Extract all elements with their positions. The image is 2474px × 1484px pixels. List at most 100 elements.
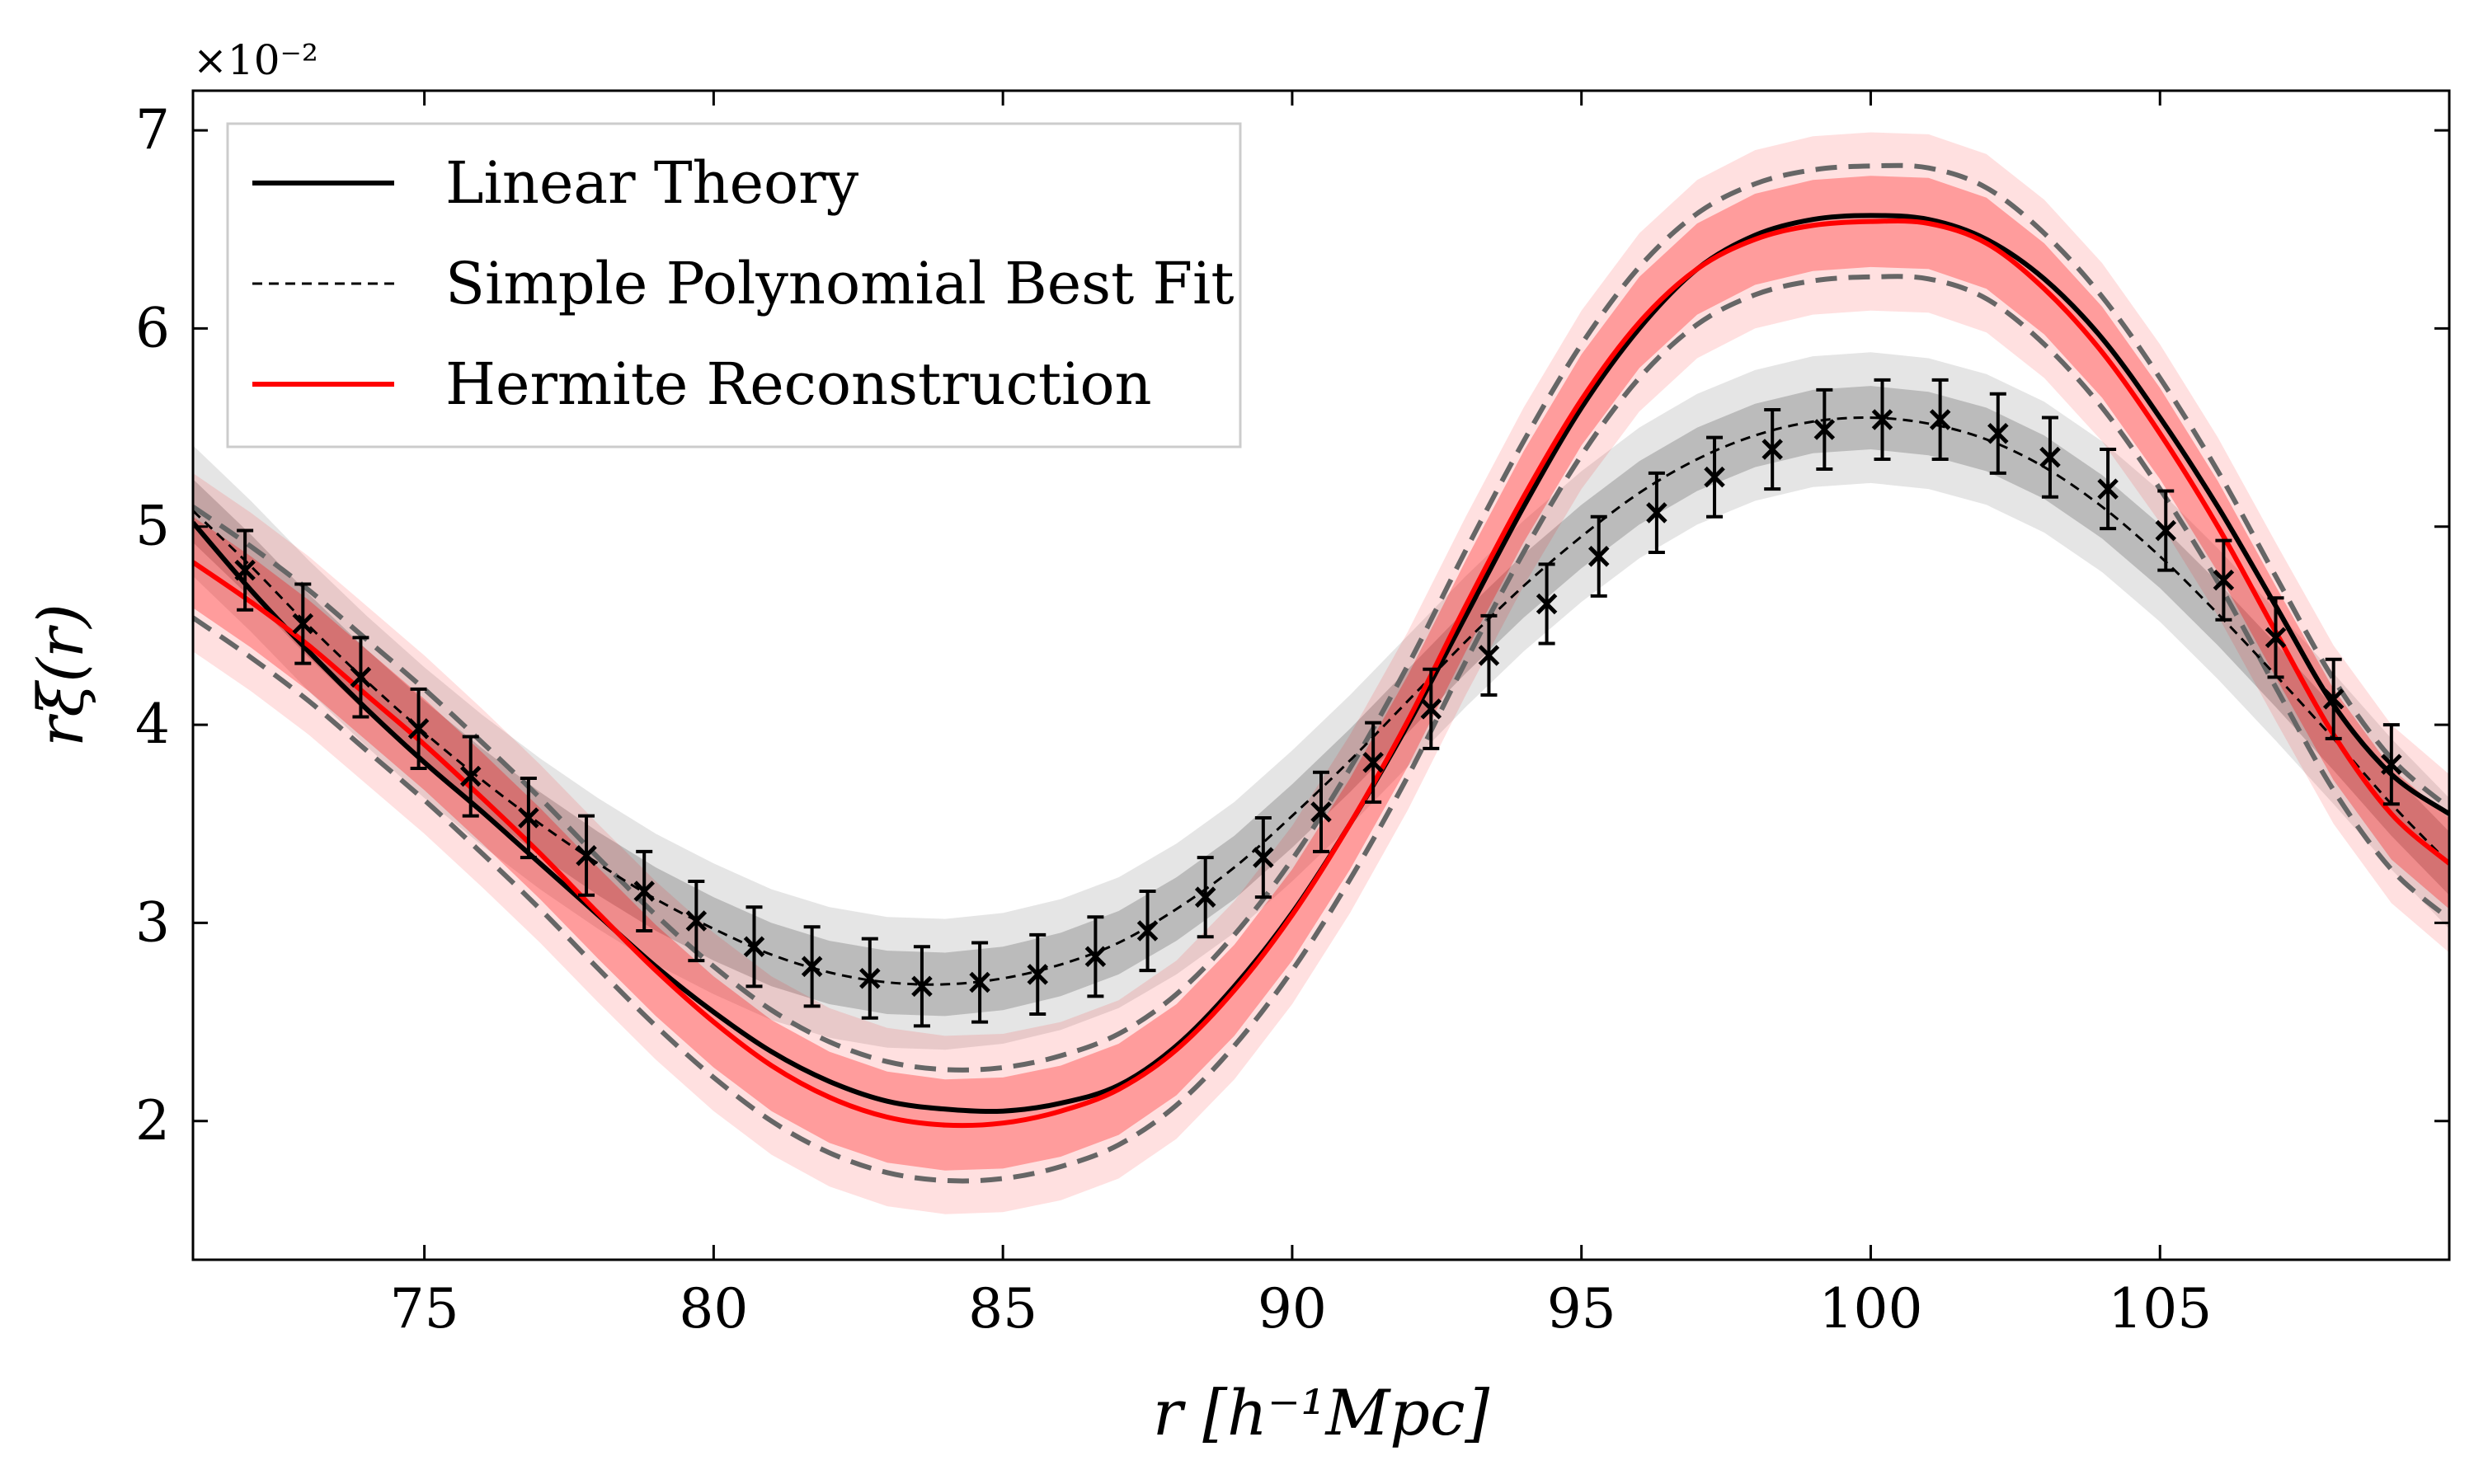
data-point — [407, 687, 430, 770]
data-point — [2039, 416, 2061, 499]
data-point — [1871, 378, 1893, 462]
point-marker — [1646, 502, 1667, 524]
point-marker — [576, 844, 597, 866]
data-point — [969, 941, 990, 1024]
point-marker — [859, 967, 881, 989]
data-point — [633, 849, 655, 933]
point-marker — [2039, 446, 2061, 468]
legend: Linear Theory Simple Polynomial Best Fit… — [226, 122, 1242, 448]
data-point — [234, 528, 256, 612]
data-point — [1420, 667, 1442, 750]
point-marker — [1027, 964, 1049, 985]
point-marker — [2381, 754, 2402, 775]
point-marker — [911, 975, 933, 998]
data-point — [1478, 613, 1500, 697]
point-marker — [292, 613, 314, 635]
point-marker — [801, 956, 823, 978]
y-axis-offset-label: ×10⁻² — [193, 36, 318, 84]
point-marker — [1761, 439, 1783, 460]
point-marker — [459, 765, 482, 787]
data-point — [1929, 378, 1951, 462]
legend-box — [226, 122, 1242, 448]
x-tick-label: 90 — [1258, 1277, 1327, 1341]
y-tick-label: 3 — [135, 890, 170, 954]
data-point — [350, 636, 372, 719]
data-point — [1646, 471, 1667, 554]
data-point — [2155, 489, 2177, 572]
x-axis-title: r [h⁻¹Mpc] — [1153, 1376, 1490, 1449]
data-point — [1813, 387, 1836, 472]
point-marker — [1536, 593, 1558, 615]
point-marker — [1362, 751, 1384, 773]
point-marker — [1084, 946, 1107, 968]
point-marker — [743, 936, 765, 958]
x-tick-label: 75 — [390, 1277, 459, 1341]
point-marker — [969, 971, 990, 993]
data-point — [1027, 932, 1049, 1016]
point-marker — [2322, 688, 2345, 710]
point-marker — [1310, 801, 1332, 823]
y-tick-label: 6 — [135, 296, 170, 359]
data-point — [1194, 856, 1216, 939]
data-point — [1253, 816, 1274, 899]
y-tick-label: 4 — [135, 693, 170, 756]
point-marker — [1253, 847, 1274, 868]
data-point — [1587, 514, 1610, 598]
point-marker — [2213, 569, 2235, 591]
x-tick-label: 80 — [679, 1277, 748, 1341]
point-marker — [1478, 645, 1500, 666]
hermite-band-edge-lower — [193, 274, 2449, 1184]
data-point — [576, 814, 597, 897]
axis-ticks: 75 80 85 90 95 100 105 2 3 4 5 6 7 — [135, 91, 2449, 1341]
data-point — [518, 776, 539, 860]
y-tick-label: 5 — [135, 495, 170, 558]
data-point — [2381, 723, 2402, 806]
data-points — [234, 378, 2402, 1028]
point-marker — [1136, 920, 1159, 942]
data-point — [1084, 915, 1107, 998]
point-marker — [407, 718, 430, 740]
legend-label-linear-theory: Linear Theory — [445, 149, 859, 217]
y-axis-title: rξ(r) — [24, 603, 97, 747]
hermite-band-edge-upper — [193, 162, 2449, 1073]
data-point — [2265, 596, 2287, 679]
point-marker — [685, 910, 708, 932]
point-marker — [518, 807, 539, 829]
data-point — [459, 735, 482, 818]
uncertainty-bands — [193, 132, 2449, 1214]
y-tick-label: 7 — [135, 98, 170, 162]
x-tick-label: 100 — [1818, 1277, 1922, 1341]
point-marker — [1987, 423, 2009, 444]
data-point — [685, 879, 708, 963]
legend-label-hermite: Hermite Reconstruction — [445, 350, 1152, 418]
data-point — [911, 945, 933, 1028]
point-marker — [633, 881, 655, 902]
point-marker — [350, 666, 372, 688]
data-point — [2097, 448, 2119, 531]
x-tick-label: 105 — [2108, 1277, 2212, 1341]
data-point — [292, 582, 314, 665]
series-simple-polynomial-best-fit — [193, 416, 2449, 986]
data-point — [2213, 538, 2235, 622]
point-marker — [1929, 409, 1951, 430]
data-point — [801, 925, 823, 1008]
data-point — [1987, 392, 2009, 475]
x-tick-label: 95 — [1547, 1277, 1616, 1341]
data-point — [1536, 562, 1558, 646]
point-marker — [234, 559, 256, 581]
data-point — [1761, 407, 1783, 491]
point-marker — [1871, 409, 1893, 430]
data-point — [1704, 435, 1725, 519]
point-marker — [1420, 698, 1442, 720]
point-marker — [2265, 627, 2287, 649]
x-tick-label: 85 — [968, 1277, 1037, 1341]
data-point — [1136, 889, 1159, 973]
y-tick-label: 2 — [135, 1089, 170, 1153]
data-point — [1362, 721, 1384, 804]
data-point — [743, 905, 765, 989]
point-marker — [1813, 419, 1836, 440]
data-point — [1310, 770, 1332, 853]
data-point — [859, 937, 881, 1020]
point-marker — [1587, 546, 1610, 567]
